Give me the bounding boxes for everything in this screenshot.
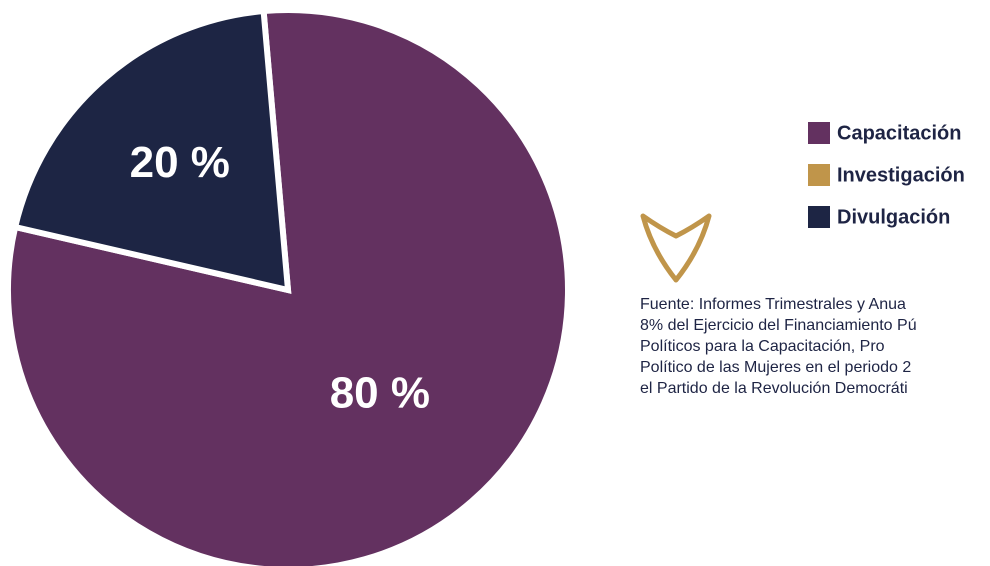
pie-slice — [11, 7, 292, 294]
legend-swatch — [808, 122, 830, 144]
legend-label: Capacitación — [837, 122, 961, 144]
legend-label: Divulgación — [837, 206, 950, 228]
legend-label: Investigación — [837, 164, 965, 186]
source-note: Políticos para la Capacitación, Pro — [640, 338, 885, 355]
legend-swatch — [808, 206, 830, 228]
source-note: 8% del Ejercicio del Financiamiento Pú — [640, 317, 917, 334]
source-note: Fuente: Informes Trimestrales y Anua — [640, 296, 906, 313]
decor-icon — [640, 213, 712, 283]
source-note: Político de las Mujeres en el periodo 2 — [640, 359, 911, 376]
source-note: el Partido de la Revolución Democráti — [640, 380, 908, 397]
legend-swatch — [808, 164, 830, 186]
slice-label: 20 % — [130, 138, 230, 187]
slice-label: 80 % — [330, 368, 430, 417]
